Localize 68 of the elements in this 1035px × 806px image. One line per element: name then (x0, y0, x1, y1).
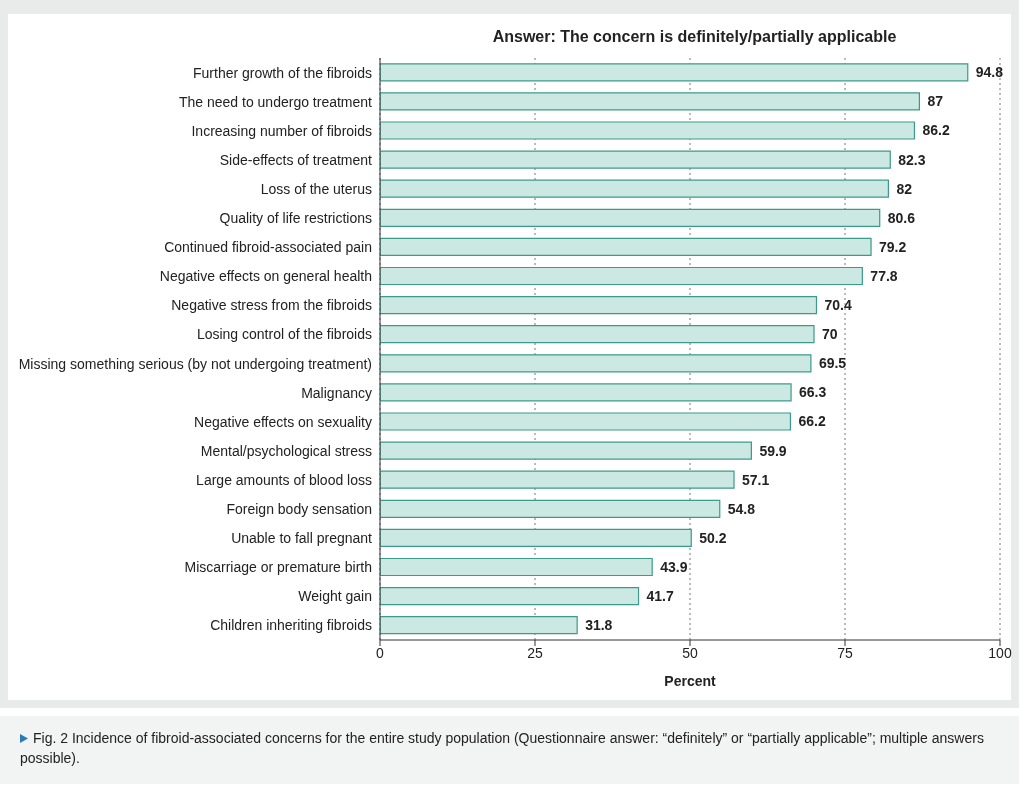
y-tick-label: Large amounts of blood loss (196, 471, 372, 488)
chart-title: Answer: The concern is definitely/partially applicable (491, 27, 898, 47)
bar (380, 499, 721, 518)
bar (380, 296, 818, 315)
bar (380, 383, 792, 402)
y-tick-label: Children inheriting fibroids (210, 617, 372, 634)
data-label: 43.9 (660, 558, 688, 575)
bar (380, 266, 863, 286)
data-label: 82.3 (898, 151, 926, 168)
x-tick-label: 25 (527, 644, 543, 661)
y-tick-label: Foreign body sensation (226, 501, 372, 518)
x-tick-label: 75 (837, 644, 853, 661)
y-tick-label: Negative effects on sexuality (194, 413, 372, 430)
bar (380, 92, 920, 111)
y-tick-label: Increasing number of fibroids (191, 122, 372, 139)
data-label: 31.8 (585, 617, 613, 634)
bar (380, 412, 792, 431)
data-label: 66.3 (799, 384, 827, 401)
data-label: 87 (927, 93, 944, 110)
bar (380, 237, 872, 257)
y-tick-label: Loss of the uterus (260, 180, 372, 197)
bar (380, 587, 640, 606)
bar (380, 557, 653, 577)
data-label: 70.4 (824, 297, 852, 314)
bar (380, 121, 916, 140)
y-tick-label: Further growth of the fibroids (193, 64, 372, 81)
bar (380, 354, 812, 373)
bar (380, 179, 889, 198)
data-label: 69.5 (818, 355, 847, 372)
bar (380, 208, 881, 227)
data-label: 59.9 (759, 442, 787, 459)
y-tick-label: Negative stress from the fibroids (171, 297, 372, 314)
data-label: 70 (822, 326, 838, 343)
data-label: 54.8 (727, 500, 756, 517)
y-tick-label: Losing control of the fibroids (196, 326, 372, 343)
data-label: 82 (896, 180, 913, 197)
x-tick-label: 100 (988, 644, 1012, 661)
data-label: 66.2 (798, 413, 826, 430)
data-label: 86.2 (922, 122, 950, 139)
data-label: 41.7 (646, 588, 674, 605)
y-tick-label: Missing something serious (by not undergoing treatment) (18, 355, 372, 372)
bar (380, 470, 735, 489)
bar (380, 441, 752, 460)
y-tick-label: Unable to fall pregnant (231, 530, 373, 547)
y-tick-label: Malignancy (301, 384, 372, 401)
y-tick-label: The need to undergo treatment (178, 93, 373, 110)
y-tick-label: Quality of life restrictions (219, 210, 372, 227)
data-label: 94.8 (975, 64, 1004, 81)
bar (380, 616, 578, 635)
bar (380, 325, 815, 344)
x-axis-title: Percent (664, 673, 717, 689)
bar (380, 150, 891, 169)
y-tick-label: Miscarriage or premature birth (184, 559, 372, 576)
x-tick-label: 50 (682, 644, 698, 661)
y-tick-label: Negative effects on general health (159, 268, 372, 285)
data-label: 80.6 (887, 209, 916, 226)
y-tick-label: Continued fibroid-associated pain (164, 239, 372, 256)
x-tick-label: 0 (376, 644, 385, 661)
data-label: 57.1 (742, 471, 770, 488)
y-tick-label: Side-effects of treatment (219, 151, 373, 168)
data-label: 50.2 (699, 529, 727, 546)
y-tick-label: Weight gain (298, 588, 372, 605)
data-label: 79.2 (879, 238, 907, 255)
bar (380, 63, 969, 82)
data-label: 77.8 (870, 267, 898, 284)
bar (380, 528, 692, 548)
y-tick-label: Mental/psychological stress (200, 442, 372, 459)
caption: Fig. 2 Incidence of fibroid-associated concerns for the entire study population (Questionnaire answer: “definitely” or “partially applicable”; multiple answers possible). (20, 730, 984, 766)
